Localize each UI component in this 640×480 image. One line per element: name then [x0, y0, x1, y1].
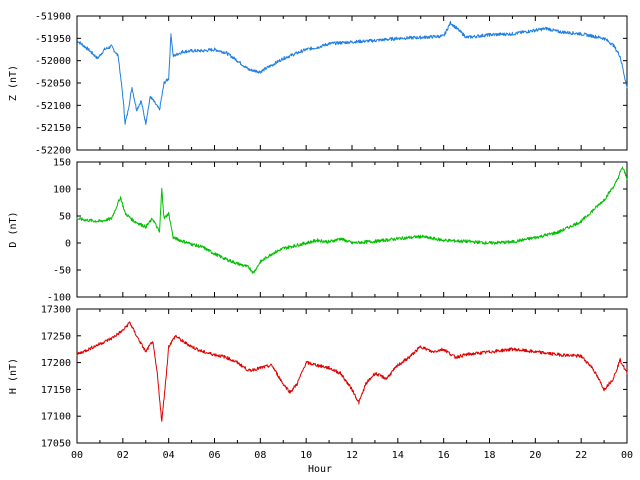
- x-tick-label: 16: [438, 450, 450, 461]
- x-axis-label: Hour: [308, 464, 332, 475]
- y-tick-label: -51950: [35, 34, 71, 45]
- y-tick-label: 17250: [41, 331, 71, 342]
- series-line: [76, 20, 628, 125]
- y-tick-label: -52050: [35, 79, 71, 90]
- y-tick-label: 17300: [41, 305, 71, 316]
- x-tick-label: 02: [117, 450, 129, 461]
- panel-d: 150 100 50 0 -50 -100 D (nT): [8, 158, 628, 304]
- y-tick-label: 17150: [41, 385, 71, 396]
- x-tick-label: 12: [346, 450, 358, 461]
- y-tick-label: 100: [53, 185, 71, 196]
- y-tick-label: -100: [47, 293, 71, 304]
- series-line: [76, 166, 628, 274]
- x-tick-label: 22: [575, 450, 587, 461]
- y-tick-label: 150: [53, 158, 71, 169]
- y-tick-label: -52200: [35, 146, 71, 157]
- x-tick-label: 18: [483, 450, 495, 461]
- x-axis: 00 02 04 06 08 10 12 14 16 18 20 22 00: [71, 450, 633, 461]
- panel-z: -51900 -51950 -52000 -52050 -52100 -52150 -522…: [8, 12, 628, 157]
- x-tick-label: 14: [392, 450, 404, 461]
- y-tick-label: 17050: [41, 439, 71, 450]
- x-tick-label: 10: [300, 450, 312, 461]
- y-tick-label: -52100: [35, 101, 71, 112]
- x-tick-label: 08: [254, 450, 266, 461]
- x-tick-label: 04: [163, 450, 175, 461]
- plot-frame: [76, 308, 628, 444]
- x-tick-label: 00: [71, 450, 83, 461]
- y-tick-label: 17200: [41, 358, 71, 369]
- y-tick-label: -50: [53, 266, 71, 277]
- y-axis-label: H (nT): [8, 358, 19, 394]
- panel-h: 17300 17250 17200 17150 17100 17050 H (nT): [8, 305, 628, 450]
- y-tick-label: -52000: [35, 56, 71, 67]
- y-axis-label: Z (nT): [8, 65, 19, 101]
- y-axis-label: D (nT): [8, 211, 19, 247]
- y-tick-label: -52150: [35, 123, 71, 134]
- y-tick-label: -51900: [35, 12, 71, 23]
- y-tick-label: 17100: [41, 412, 71, 423]
- series-line: [76, 321, 628, 422]
- y-tick-label: 50: [59, 212, 71, 223]
- x-tick-label: 20: [529, 450, 541, 461]
- y-tick-label: 0: [65, 239, 71, 250]
- x-tick-label: 06: [208, 450, 220, 461]
- x-tick-label: 00: [621, 450, 633, 461]
- plot-frame: [76, 15, 628, 151]
